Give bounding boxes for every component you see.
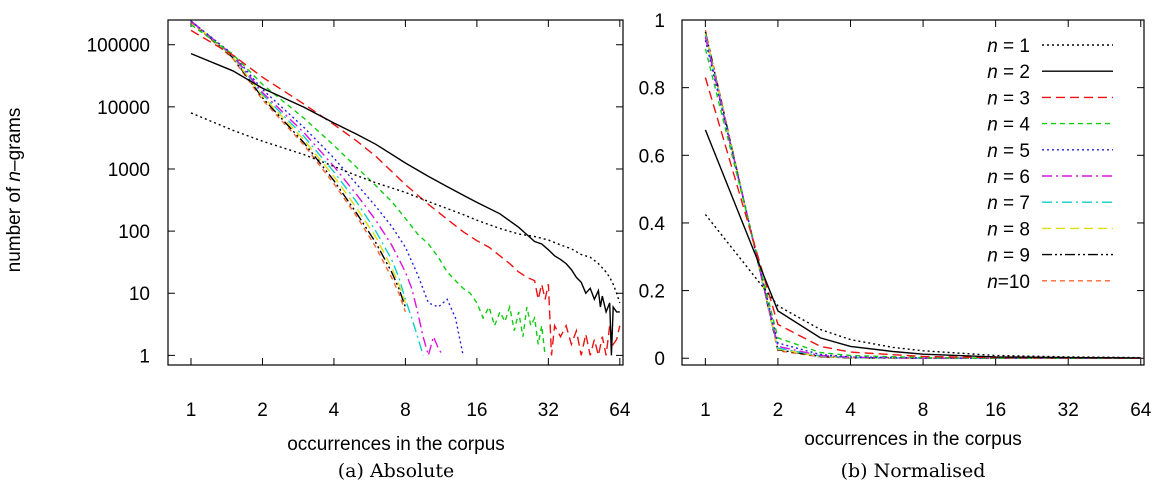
legend-label-n9: n = 9 bbox=[987, 246, 1030, 267]
legend-label-n1: n = 1 bbox=[987, 36, 1030, 57]
series-line-n9 bbox=[704, 31, 1141, 359]
series-line-n2 bbox=[190, 52, 620, 356]
series-line-n6 bbox=[704, 36, 1141, 359]
series-line-n1 bbox=[190, 112, 621, 304]
caption-absolute: (a) Absolute bbox=[338, 460, 454, 482]
x-tick-label: 4 bbox=[329, 400, 340, 421]
series-line-n5 bbox=[190, 20, 464, 356]
series-line-n5 bbox=[704, 40, 1141, 359]
series-line-n4 bbox=[704, 48, 1141, 359]
x-axis-label-absolute: occurrences in the corpus bbox=[287, 434, 505, 455]
series-line-n10 bbox=[190, 21, 407, 313]
plot-frame-normalised bbox=[681, 19, 1145, 366]
legend-label-n7: n = 7 bbox=[987, 193, 1030, 214]
x-tick-label: 8 bbox=[400, 400, 411, 421]
y-tick-label: 1000 bbox=[108, 160, 150, 181]
chart-normalised: 1 2 4 8 16 32 64 0 0.2 0.4 0.6 0.8 1 occurrences in… bbox=[639, 11, 1152, 482]
series-lines-absolute bbox=[190, 20, 621, 359]
y-tick-label: 0.8 bbox=[639, 79, 665, 100]
y-tick-label: 0.6 bbox=[639, 146, 665, 167]
x-tick-label: 2 bbox=[257, 400, 268, 421]
series-line-n1 bbox=[704, 214, 1141, 359]
x-tick-label: 64 bbox=[609, 400, 631, 421]
y-axis-label-absolute: number of n–grams bbox=[4, 108, 25, 273]
y-tick-label: 10 bbox=[129, 284, 150, 305]
x-ticks-absolute: 1 2 4 8 16 32 64 bbox=[186, 20, 631, 421]
y-tick-label: 100 bbox=[118, 222, 150, 243]
x-tick-label: 4 bbox=[845, 400, 856, 421]
legend-label-n10: n=10 bbox=[987, 272, 1030, 293]
legend-label-n4: n = 4 bbox=[987, 115, 1030, 136]
legend-label-n5: n = 5 bbox=[987, 141, 1030, 162]
series-line-n9 bbox=[190, 20, 407, 308]
series-line-n3 bbox=[190, 29, 621, 356]
series-line-n7 bbox=[704, 35, 1141, 359]
chart-absolute: 1 2 4 8 16 32 64 1 10 100 1000 10000 100000 occurre… bbox=[4, 19, 631, 482]
y-tick-label: 0 bbox=[654, 349, 665, 370]
legend-label-n2: n = 2 bbox=[987, 62, 1030, 83]
x-ticks-normalised: 1 2 4 8 16 32 64 bbox=[700, 20, 1152, 421]
x-tick-label: 8 bbox=[918, 400, 929, 421]
y-ticks-absolute: 1 10 100 1000 10000 100000 bbox=[87, 36, 623, 367]
y-ticks-normalised: 0 0.2 0.4 0.6 0.8 1 bbox=[639, 11, 1144, 370]
y-tick-label: 1 bbox=[139, 346, 150, 367]
caption-normalised: (b) Normalised bbox=[841, 460, 986, 482]
series-line-n6 bbox=[190, 20, 444, 359]
x-tick-label: 1 bbox=[700, 400, 711, 421]
y-tick-label: 100000 bbox=[87, 36, 150, 57]
x-tick-label: 16 bbox=[985, 400, 1006, 421]
x-tick-label: 16 bbox=[466, 400, 487, 421]
legend-label-n6: n = 6 bbox=[987, 167, 1030, 188]
legend-label-n3: n = 3 bbox=[987, 88, 1030, 109]
x-tick-label: 32 bbox=[1058, 400, 1079, 421]
x-tick-label: 32 bbox=[538, 400, 559, 421]
x-tick-label: 2 bbox=[773, 400, 784, 421]
series-line-n10 bbox=[704, 29, 1141, 359]
series-line-n2 bbox=[704, 129, 1141, 359]
y-tick-label: 0.4 bbox=[639, 214, 666, 235]
y-tick-label: 1 bbox=[654, 11, 665, 32]
x-axis-label-normalised: occurrences in the corpus bbox=[804, 429, 1022, 450]
series-line-n8 bbox=[190, 20, 407, 304]
series-line-n7 bbox=[190, 20, 424, 356]
x-tick-label: 64 bbox=[1130, 400, 1152, 421]
plot-frame-absolute bbox=[167, 19, 624, 366]
legend: n = 1 n = 2 n = 3 n = 4 n = 5 n = 6 n = 7 n = 8… bbox=[987, 36, 1113, 293]
x-tick-label: 1 bbox=[186, 400, 197, 421]
legend-label-n8: n = 8 bbox=[987, 219, 1030, 240]
series-line-n8 bbox=[704, 33, 1141, 359]
series-lines-normalised bbox=[704, 29, 1141, 359]
y-tick-label: 0.2 bbox=[639, 282, 665, 303]
y-tick-label: 10000 bbox=[97, 98, 150, 119]
